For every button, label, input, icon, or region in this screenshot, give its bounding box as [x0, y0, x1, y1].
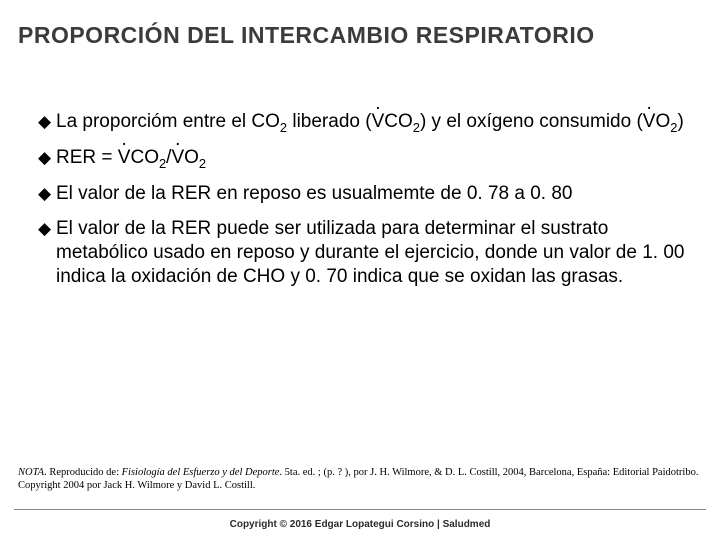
- slide: PROPORCIÓN DEL INTERCAMBIO RESPIRATORIO …: [0, 0, 720, 540]
- footnote-pre: . Reproducido de:: [44, 467, 122, 478]
- bullet-3: ◆ El valor de la RER en reposo es usualm…: [38, 182, 690, 206]
- slide-title: PROPORCIÓN DEL INTERCAMBIO RESPIRATORIO: [18, 22, 702, 49]
- v-dot: V: [372, 110, 385, 134]
- bullet-marker-icon: ◆: [38, 217, 56, 241]
- divider-line: [14, 509, 706, 510]
- bullet-1: ◆ La proporcióm entre el CO2 liberado (V…: [38, 110, 690, 134]
- subscript: 2: [280, 120, 287, 135]
- v-dot: V: [171, 146, 184, 170]
- bullet-marker-icon: ◆: [38, 182, 56, 206]
- bullet-4-text: El valor de la RER puede ser utilizada p…: [56, 217, 690, 288]
- subscript: 2: [413, 120, 420, 135]
- bullet-4: ◆ El valor de la RER puede ser utilizada…: [38, 217, 690, 288]
- bullet-2-text: RER = VCO2/VO2: [56, 146, 690, 170]
- bullet-marker-icon: ◆: [38, 110, 56, 134]
- text-fragment: RER =: [56, 147, 118, 168]
- text-fragment: O: [184, 147, 199, 168]
- text-fragment: CO: [130, 147, 159, 168]
- copyright-text: Copyright © 2016 Edgar Lopategui Corsino…: [0, 519, 720, 530]
- bullet-2: ◆ RER = VCO2/VO2: [38, 146, 690, 170]
- bullet-3-text: El valor de la RER en reposo es usualmem…: [56, 182, 690, 206]
- footnote: NOTA. Reproducido de: Fisiología del Esf…: [18, 466, 702, 492]
- bullet-marker-icon: ◆: [38, 146, 56, 170]
- text-fragment: ): [677, 111, 683, 132]
- slide-body: ◆ La proporcióm entre el CO2 liberado (V…: [38, 110, 690, 301]
- footnote-book: Fisiología del Esfuerzo y del Deporte: [122, 467, 280, 478]
- footnote-label: NOTA: [18, 467, 44, 478]
- text-fragment: ) y el oxígeno consumido (: [420, 111, 643, 132]
- v-dot: V: [118, 146, 131, 170]
- bullet-1-text: La proporcióm entre el CO2 liberado (VCO…: [56, 110, 690, 134]
- v-dot: V: [643, 110, 656, 134]
- text-fragment: liberado (: [287, 111, 372, 132]
- text-fragment: La proporcióm entre el CO: [56, 111, 280, 132]
- subscript: 2: [199, 156, 206, 171]
- text-fragment: CO: [384, 111, 413, 132]
- text-fragment: O: [655, 111, 670, 132]
